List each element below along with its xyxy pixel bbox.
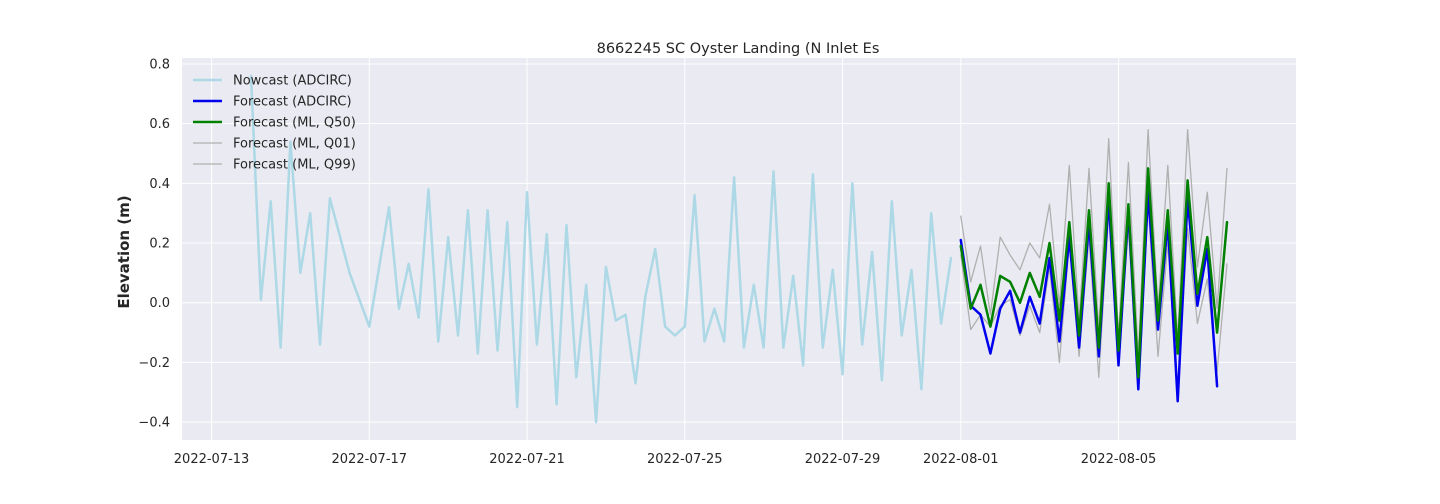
x-tick-label: 2022-07-13	[174, 452, 250, 467]
y-axis-title: Elevation (m)	[115, 195, 133, 308]
y-tick-label: 0.0	[149, 296, 170, 311]
legend-label: Forecast (ADCIRC)	[233, 95, 352, 110]
legend: Nowcast (ADCIRC) Forecast (ADCIRC) Forecas…	[193, 74, 356, 173]
y-tick-label: 0.4	[149, 177, 170, 192]
x-tick-label: 2022-08-05	[1081, 452, 1157, 467]
legend-label: Forecast (ML, Q01)	[233, 137, 356, 152]
legend-label: Forecast (ML, Q99)	[233, 158, 356, 173]
y-tick-label: 0.2	[149, 237, 170, 252]
series-line	[249, 74, 953, 424]
x-tick-labels: 2022-07-13 2022-07-17 2022-07-21 2022-07-25…	[174, 452, 1157, 467]
x-tick-label: 2022-08-01	[923, 452, 999, 467]
x-tick-label: 2022-07-25	[647, 452, 723, 467]
series-line	[959, 167, 1229, 379]
series-layer	[249, 74, 1229, 424]
legend-label: Nowcast (ADCIRC)	[233, 74, 352, 89]
x-tick-label: 2022-07-17	[332, 452, 408, 467]
x-tick-label: 2022-07-29	[805, 452, 881, 467]
chart-title: 8662245 SC Oyster Landing (N Inlet Es	[597, 41, 880, 57]
y-tick-label: −0.4	[138, 416, 170, 431]
x-tick-label: 2022-07-21	[489, 452, 565, 467]
y-tick-labels: −0.4 −0.2 0.0 0.2 0.4 0.6 0.8	[138, 57, 170, 430]
series-line	[960, 128, 1228, 358]
legend-label: Forecast (ML, Q50)	[233, 116, 356, 131]
y-tick-label: 0.6	[149, 117, 170, 132]
y-tick-label: 0.8	[149, 57, 170, 72]
y-tick-label: −0.2	[138, 356, 170, 371]
